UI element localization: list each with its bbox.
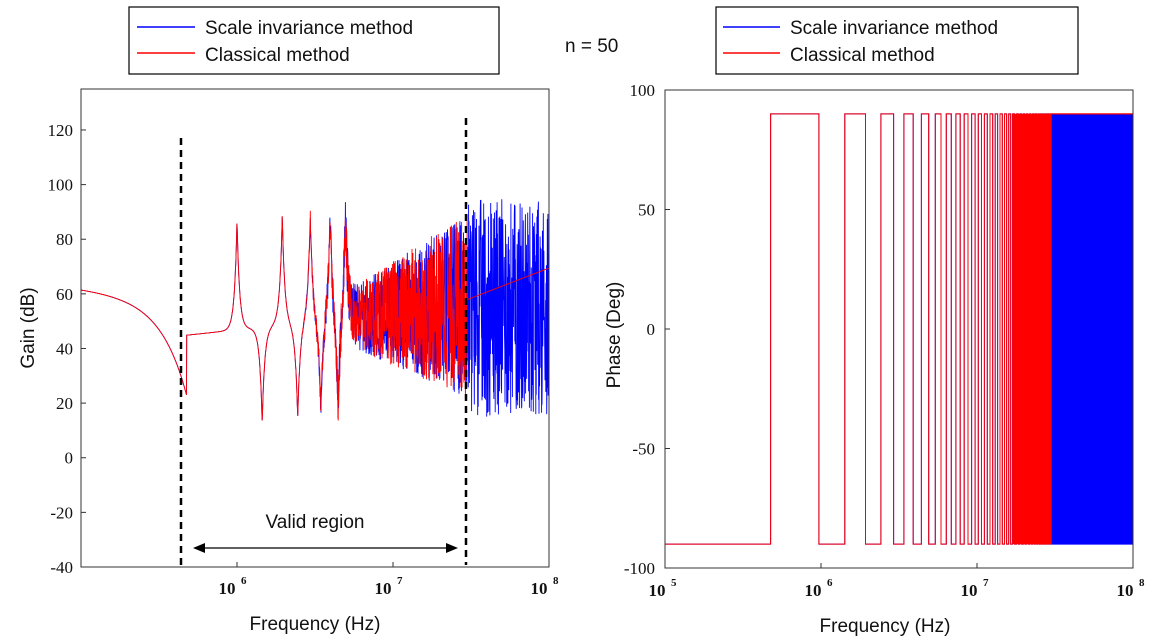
gain-x-tick-exponent: 8 bbox=[553, 575, 559, 587]
gain-x-tick-exponent: 6 bbox=[241, 575, 247, 587]
gain-y-tick-label: 40 bbox=[56, 339, 73, 358]
gain-y-tick-label: -40 bbox=[50, 558, 73, 577]
gain-legend-label-scale: Scale invariance method bbox=[205, 18, 413, 39]
phase-x-tick-label: 10 bbox=[649, 581, 666, 600]
gain-traces bbox=[80, 199, 550, 421]
phase-legend-label-scale: Scale invariance method bbox=[790, 18, 998, 39]
phase-y-tick-label: 50 bbox=[638, 201, 655, 220]
gain-x-tick-label: 10 bbox=[531, 579, 548, 598]
phase-traces bbox=[665, 113, 1133, 545]
phase-x-tick-exponent: 6 bbox=[827, 577, 833, 589]
phase-series-classical bbox=[665, 113, 1052, 545]
phase-x-tick-label: 10 bbox=[961, 581, 978, 600]
phase-legend-label-classical: Classical method bbox=[790, 45, 935, 66]
phase-blue-dense-band bbox=[1051, 113, 1133, 545]
n-annotation: n = 50 bbox=[565, 36, 618, 57]
valid-region-arrowhead-left bbox=[193, 543, 205, 553]
gain-y-ticks: -40 -20 0 20 40 60 80 100 120 bbox=[48, 121, 86, 577]
phase-y-tick-label: -100 bbox=[624, 559, 655, 578]
gain-chart: -40 -20 0 20 40 60 80 100 120 10 6 10 7 10 8 Gain (dB… bbox=[18, 6, 559, 635]
valid-region-label: Valid region bbox=[266, 512, 365, 533]
phase-x-tick-exponent: 8 bbox=[1139, 577, 1145, 589]
gain-x-axis-label: Frequency (Hz) bbox=[250, 614, 381, 635]
phase-y-tick-label: 0 bbox=[647, 320, 656, 339]
phase-legend-box bbox=[715, 6, 1079, 75]
gain-x-tick-label: 10 bbox=[375, 579, 392, 598]
gain-y-tick-label: 60 bbox=[56, 285, 73, 304]
gain-plot-area bbox=[81, 89, 549, 567]
gain-y-tick-label: 100 bbox=[48, 176, 74, 195]
gain-y-tick-label: 120 bbox=[48, 121, 74, 140]
gain-y-axis-label: Gain (dB) bbox=[18, 287, 39, 368]
phase-y-tick-label: -50 bbox=[632, 440, 655, 459]
gain-x-ticks: 10 6 10 7 10 8 bbox=[219, 562, 559, 598]
phase-legend: Scale invariance method Classical method bbox=[715, 6, 1079, 75]
valid-region-arrowhead-right bbox=[446, 543, 458, 553]
gain-y-tick-label: -20 bbox=[50, 503, 73, 522]
gain-legend: Scale invariance method Classical method bbox=[128, 6, 500, 75]
gain-y-tick-label: 20 bbox=[56, 394, 73, 413]
gain-y-tick-label: 80 bbox=[56, 230, 73, 249]
phase-x-axis-label: Frequency (Hz) bbox=[820, 616, 951, 637]
phase-x-ticks: 10 5 10 6 10 7 10 8 bbox=[649, 563, 1145, 600]
gain-y-tick-label: 0 bbox=[65, 449, 74, 468]
gain-x-tick-exponent: 7 bbox=[397, 575, 403, 587]
phase-x-tick-label: 10 bbox=[805, 581, 822, 600]
phase-chart: -100 -50 0 50 100 10 5 10 6 10 7 10 8 Phase (Deg) F… bbox=[604, 6, 1145, 637]
gain-legend-label-classical: Classical method bbox=[205, 45, 350, 66]
phase-y-tick-label: 100 bbox=[630, 81, 656, 100]
gain-x-tick-label: 10 bbox=[219, 579, 236, 598]
gain-plot-frame bbox=[80, 88, 550, 568]
phase-y-axis-label: Phase (Deg) bbox=[604, 282, 625, 389]
phase-x-tick-exponent: 5 bbox=[671, 577, 677, 589]
phase-x-tick-exponent: 7 bbox=[983, 577, 989, 589]
gain-series-classical bbox=[80, 210, 550, 421]
phase-x-tick-label: 10 bbox=[1117, 581, 1134, 600]
gain-legend-box bbox=[128, 6, 500, 75]
phase-y-ticks: -100 -50 0 50 100 bbox=[624, 81, 670, 578]
